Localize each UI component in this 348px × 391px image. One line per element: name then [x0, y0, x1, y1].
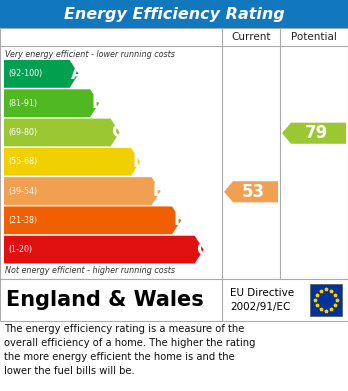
- Polygon shape: [4, 206, 181, 234]
- Text: Current: Current: [231, 32, 271, 42]
- Text: C: C: [112, 124, 124, 142]
- Text: B: B: [91, 94, 104, 112]
- Text: A: A: [71, 65, 84, 83]
- Text: England & Wales: England & Wales: [6, 290, 204, 310]
- Polygon shape: [4, 148, 140, 176]
- Bar: [310, 284, 342, 316]
- Polygon shape: [4, 177, 160, 205]
- Bar: [0, 279, 348, 321]
- Bar: [0, 28, 348, 279]
- Text: Potential: Potential: [291, 32, 337, 42]
- Text: (1-20): (1-20): [8, 245, 32, 254]
- Text: (81-91): (81-91): [8, 99, 37, 108]
- Text: (21-38): (21-38): [8, 216, 37, 225]
- Text: The energy efficiency rating is a measure of the
overall efficiency of a home. T: The energy efficiency rating is a measur…: [4, 324, 255, 376]
- Text: (55-68): (55-68): [8, 157, 37, 166]
- Text: (69-80): (69-80): [8, 128, 37, 137]
- Polygon shape: [4, 118, 120, 146]
- Text: EU Directive
2002/91/EC: EU Directive 2002/91/EC: [230, 288, 294, 312]
- Bar: [0, 0, 348, 28]
- Text: 79: 79: [304, 124, 328, 142]
- Polygon shape: [4, 89, 99, 117]
- Text: (39-54): (39-54): [8, 187, 37, 196]
- Text: Energy Efficiency Rating: Energy Efficiency Rating: [64, 7, 284, 22]
- Polygon shape: [4, 60, 79, 88]
- Text: Very energy efficient - lower running costs: Very energy efficient - lower running co…: [5, 50, 175, 59]
- Polygon shape: [282, 123, 346, 144]
- Text: (92-100): (92-100): [8, 69, 42, 78]
- Text: Not energy efficient - higher running costs: Not energy efficient - higher running co…: [5, 266, 175, 275]
- Text: F: F: [173, 211, 184, 229]
- Text: E: E: [153, 182, 164, 200]
- Text: D: D: [132, 153, 146, 171]
- Polygon shape: [224, 181, 278, 202]
- Polygon shape: [4, 236, 204, 264]
- Text: G: G: [196, 240, 209, 258]
- Text: 53: 53: [242, 183, 265, 201]
